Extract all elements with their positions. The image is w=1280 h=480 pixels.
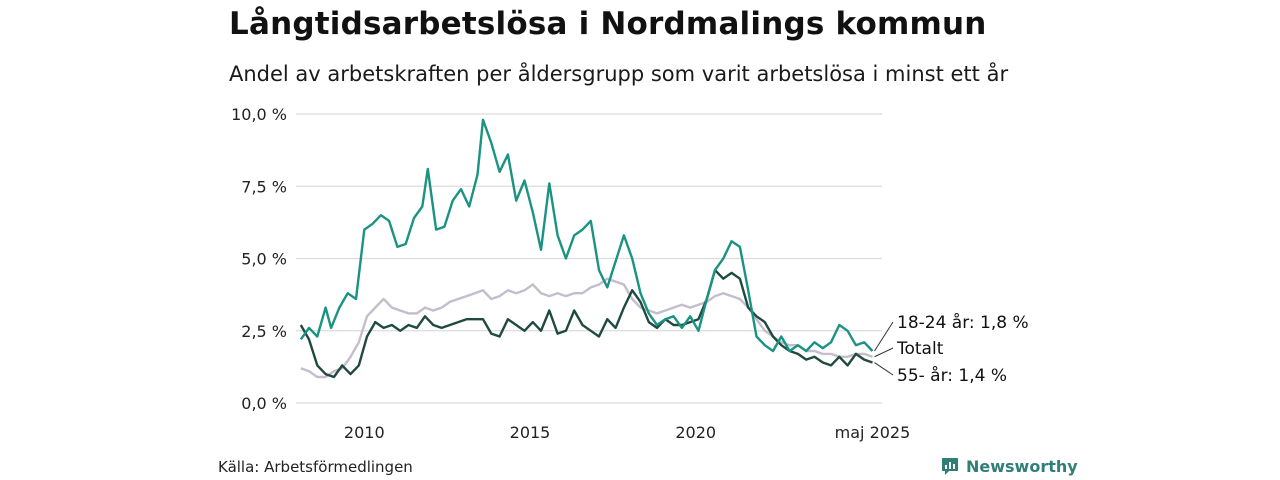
series-lines bbox=[299, 118, 874, 379]
chart-subtitle: Andel av arbetskraften per åldersgrupp s… bbox=[229, 62, 1009, 86]
x-axis-labels: 2010 2015 2020 maj 2025 bbox=[344, 423, 910, 442]
chart-title: Långtidsarbetslösa i Nordmalings kommun bbox=[229, 6, 987, 42]
newsworthy-logo-icon bbox=[942, 458, 958, 475]
y-tick-label: 7,5 % bbox=[241, 177, 287, 196]
gridlines bbox=[296, 113, 882, 404]
end-label-leader bbox=[874, 362, 894, 376]
x-tick-label: maj 2025 bbox=[835, 423, 911, 442]
x-tick-label: 2020 bbox=[675, 423, 716, 442]
brand-logo: Newsworthy bbox=[940, 456, 1078, 476]
end-label-leader bbox=[874, 347, 894, 358]
series-line-older bbox=[299, 268, 873, 379]
y-tick-label: 2,5 % bbox=[241, 322, 287, 341]
y-tick-label: 5,0 % bbox=[241, 250, 287, 269]
end-label: 18-24 år: 1,8 % bbox=[897, 312, 1029, 333]
end-label-leader bbox=[874, 321, 894, 352]
source-note: Källa: Arbetsförmedlingen bbox=[218, 458, 413, 476]
series-line-youth bbox=[299, 118, 874, 353]
end-label: 55- år: 1,4 % bbox=[897, 365, 1007, 386]
end-labels: 18-24 år: 1,8 % Totalt 55- år: 1,4 % bbox=[874, 312, 1029, 386]
line-chart: 0,0 % 2,5 % 5,0 % 7,5 % 10,0 % 2010 2015 2020 m… bbox=[231, 105, 1029, 442]
y-tick-label: 10,0 % bbox=[231, 105, 287, 124]
x-tick-label: 2010 bbox=[344, 423, 385, 442]
y-tick-label: 0,0 % bbox=[241, 394, 287, 413]
y-axis-labels: 0,0 % 2,5 % 5,0 % 7,5 % 10,0 % bbox=[231, 105, 287, 413]
brand-name: Newsworthy bbox=[966, 456, 1078, 476]
x-tick-label: 2015 bbox=[510, 423, 551, 442]
end-label: Totalt bbox=[896, 339, 944, 359]
